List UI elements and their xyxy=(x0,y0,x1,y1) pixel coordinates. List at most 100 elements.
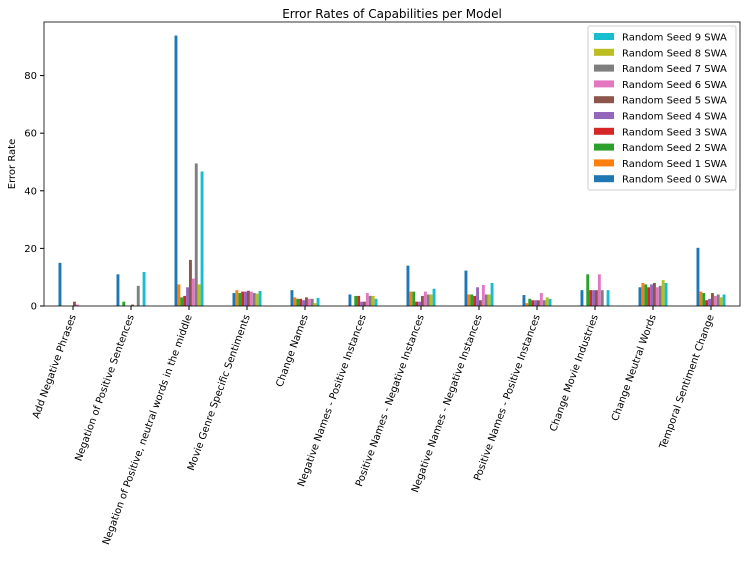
x-tick-label: Positive Names - Negative Instances xyxy=(354,313,427,488)
bar xyxy=(354,295,358,306)
bar xyxy=(290,290,294,306)
legend-box xyxy=(587,25,737,191)
bar xyxy=(638,287,642,306)
bar xyxy=(174,35,178,306)
bar xyxy=(705,300,709,306)
bar xyxy=(299,298,303,306)
bar xyxy=(548,298,552,306)
bar xyxy=(302,300,305,306)
bar xyxy=(664,282,668,306)
bar xyxy=(58,262,62,306)
bar xyxy=(310,298,314,306)
bar xyxy=(432,288,436,306)
bar xyxy=(647,287,651,306)
bar xyxy=(545,297,549,306)
bar xyxy=(528,298,532,306)
legend-swatch xyxy=(594,96,614,104)
legend-label: Random Seed 5 SWA xyxy=(622,96,727,107)
bar xyxy=(238,293,242,306)
bar xyxy=(421,295,424,306)
bar xyxy=(484,294,488,306)
legend-label: Random Seed 9 SWA xyxy=(622,33,727,44)
y-tick-label: 0 xyxy=(31,302,37,313)
bar xyxy=(406,265,410,306)
y-tick-label: 60 xyxy=(24,129,37,140)
bar xyxy=(305,297,308,306)
x-tick-label: Temporal Sentiment Change xyxy=(658,313,717,451)
bar xyxy=(191,278,195,306)
bar xyxy=(194,163,198,306)
bar xyxy=(412,291,416,306)
bar xyxy=(189,259,192,306)
bar xyxy=(716,294,720,306)
bar xyxy=(177,284,181,306)
legend-swatch xyxy=(594,159,614,167)
x-tick-label: Negative Names - Positive Instances xyxy=(296,313,369,488)
bar xyxy=(252,293,256,306)
bar xyxy=(464,270,468,306)
bar xyxy=(696,247,700,306)
bar xyxy=(702,293,706,306)
bar xyxy=(589,290,593,306)
bar xyxy=(580,290,584,306)
bar xyxy=(592,290,595,306)
bar xyxy=(525,303,529,306)
x-tick-label: Add Negative Phrases xyxy=(31,313,79,420)
bar xyxy=(699,291,703,306)
bar xyxy=(255,293,259,306)
y-axis-label: Error Rate xyxy=(7,139,18,189)
bar xyxy=(183,295,187,306)
y-tick-label: 80 xyxy=(24,71,37,82)
bar xyxy=(644,284,648,306)
bar xyxy=(313,303,317,306)
legend-label: Random Seed 7 SWA xyxy=(622,64,727,75)
legend-swatch xyxy=(594,175,614,183)
bar xyxy=(374,298,378,306)
bar xyxy=(708,298,711,306)
bar xyxy=(641,282,645,306)
legend-label: Random Seed 8 SWA xyxy=(622,48,727,59)
bar xyxy=(713,295,717,306)
bar xyxy=(542,300,546,306)
bar xyxy=(479,300,482,306)
bar xyxy=(116,274,120,306)
x-tick-label: Negation of Positive Sentences xyxy=(73,313,136,463)
bar xyxy=(534,300,537,306)
bar xyxy=(522,295,526,306)
legend-label: Random Seed 1 SWA xyxy=(622,159,727,170)
bar xyxy=(316,297,320,306)
legend-swatch xyxy=(594,80,614,88)
legend-swatch xyxy=(594,143,614,151)
bar xyxy=(418,301,421,306)
bar xyxy=(531,300,535,306)
bar xyxy=(180,297,184,306)
bar xyxy=(293,297,297,306)
bar xyxy=(368,295,372,306)
bar xyxy=(650,284,653,306)
bar xyxy=(247,290,250,306)
bar xyxy=(537,300,540,306)
bar xyxy=(429,294,433,306)
bar xyxy=(307,298,311,306)
bar xyxy=(655,287,659,306)
bar xyxy=(476,287,479,306)
legend-label: Random Seed 0 SWA xyxy=(622,175,727,186)
bar xyxy=(481,284,485,306)
bar xyxy=(487,294,491,306)
bar xyxy=(142,272,146,306)
bar xyxy=(73,301,76,306)
chart-title: Error Rates of Capabilities per Model xyxy=(282,7,502,21)
bar xyxy=(597,274,601,306)
x-tick-label: Positive Names - Positive Instances xyxy=(472,313,542,482)
legend-label: Random Seed 2 SWA xyxy=(622,143,727,154)
legend-swatch xyxy=(594,33,614,40)
bar xyxy=(473,295,477,306)
legend-label: Random Seed 4 SWA xyxy=(622,112,727,123)
bar xyxy=(467,294,471,306)
x-tick-label: Change Neutral Words xyxy=(610,313,659,422)
bar xyxy=(249,291,253,306)
bar xyxy=(653,282,656,306)
bar xyxy=(426,294,430,306)
bar xyxy=(661,280,665,306)
